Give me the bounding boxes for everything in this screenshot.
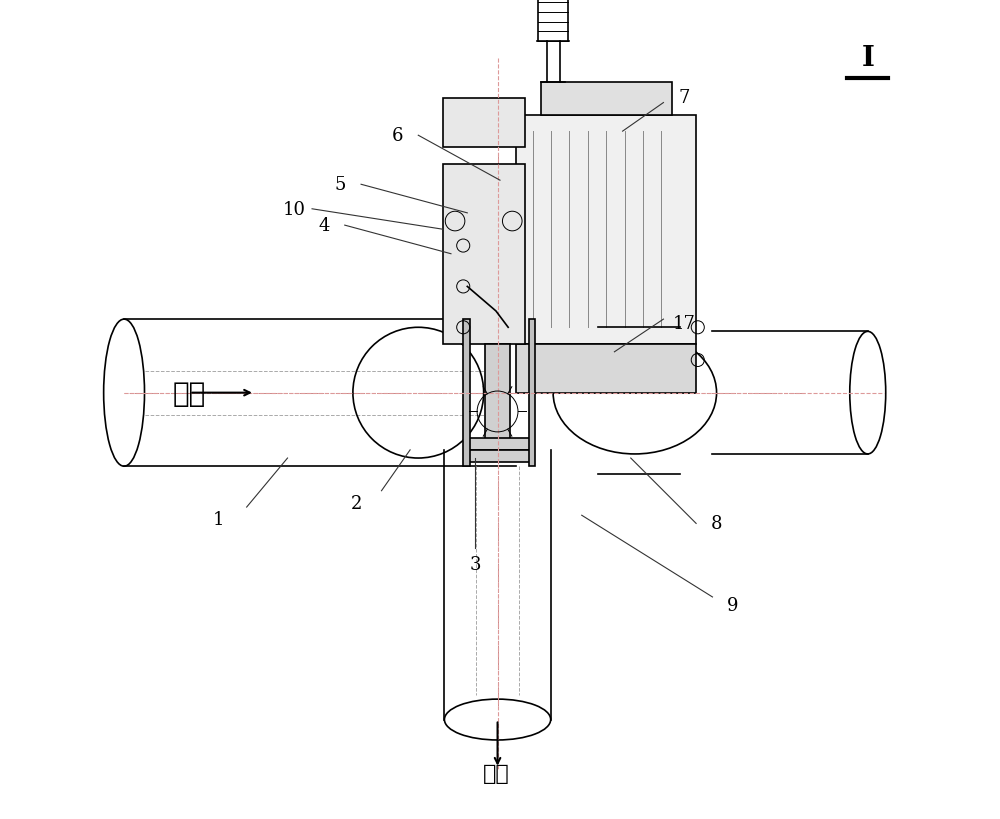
Text: 9: 9 [727, 596, 739, 614]
Bar [465, 438, 530, 450]
Text: 4: 4 [319, 217, 330, 235]
Bar [443, 99, 525, 148]
Text: 1: 1 [212, 511, 224, 529]
Polygon shape [459, 189, 508, 311]
Text: 5: 5 [335, 176, 346, 194]
Bar [529, 319, 535, 467]
Text: 进水: 进水 [173, 379, 206, 407]
Text: 10: 10 [283, 201, 306, 219]
Bar [443, 165, 525, 344]
Bar [463, 319, 470, 467]
Text: 8: 8 [711, 515, 722, 533]
Text: 17: 17 [672, 314, 695, 333]
Bar [516, 115, 696, 344]
Text: I: I [861, 45, 874, 72]
Text: 2: 2 [351, 495, 363, 513]
Text: 3: 3 [470, 555, 481, 573]
Bar [541, 83, 672, 115]
Text: 7: 7 [678, 88, 690, 106]
Bar [465, 450, 530, 463]
Bar [516, 344, 696, 393]
Bar [485, 344, 510, 450]
Text: 6: 6 [392, 127, 404, 145]
Text: 出水: 出水 [483, 762, 509, 783]
